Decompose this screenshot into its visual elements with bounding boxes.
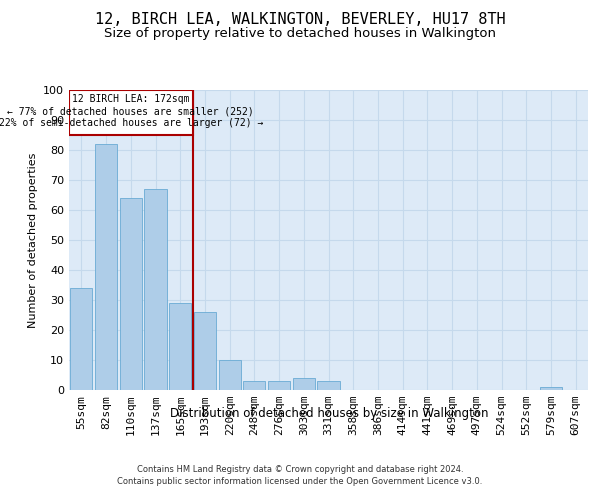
- Y-axis label: Number of detached properties: Number of detached properties: [28, 152, 38, 328]
- Text: Size of property relative to detached houses in Walkington: Size of property relative to detached ho…: [104, 28, 496, 40]
- Bar: [268, 381, 290, 390]
- Text: 12, BIRCH LEA, WALKINGTON, BEVERLEY, HU17 8TH: 12, BIRCH LEA, WALKINGTON, BEVERLEY, HU1…: [95, 12, 505, 28]
- Text: Contains HM Land Registry data © Crown copyright and database right 2024.: Contains HM Land Registry data © Crown c…: [137, 465, 463, 474]
- Bar: [69, 90, 193, 135]
- Bar: [119, 198, 142, 390]
- Bar: [95, 144, 117, 390]
- Bar: [540, 387, 562, 390]
- Bar: [317, 381, 340, 390]
- Bar: [218, 360, 241, 390]
- Bar: [70, 288, 92, 390]
- Bar: [169, 303, 191, 390]
- Bar: [293, 378, 315, 390]
- Text: Distribution of detached houses by size in Walkington: Distribution of detached houses by size …: [170, 408, 488, 420]
- Text: 22% of semi-detached houses are larger (72) →: 22% of semi-detached houses are larger (…: [0, 118, 263, 128]
- Bar: [194, 312, 216, 390]
- Bar: [243, 381, 265, 390]
- Text: ← 77% of detached houses are smaller (252): ← 77% of detached houses are smaller (25…: [7, 106, 254, 117]
- Bar: [145, 189, 167, 390]
- Text: 12 BIRCH LEA: 172sqm: 12 BIRCH LEA: 172sqm: [72, 94, 190, 104]
- Text: Contains public sector information licensed under the Open Government Licence v3: Contains public sector information licen…: [118, 478, 482, 486]
